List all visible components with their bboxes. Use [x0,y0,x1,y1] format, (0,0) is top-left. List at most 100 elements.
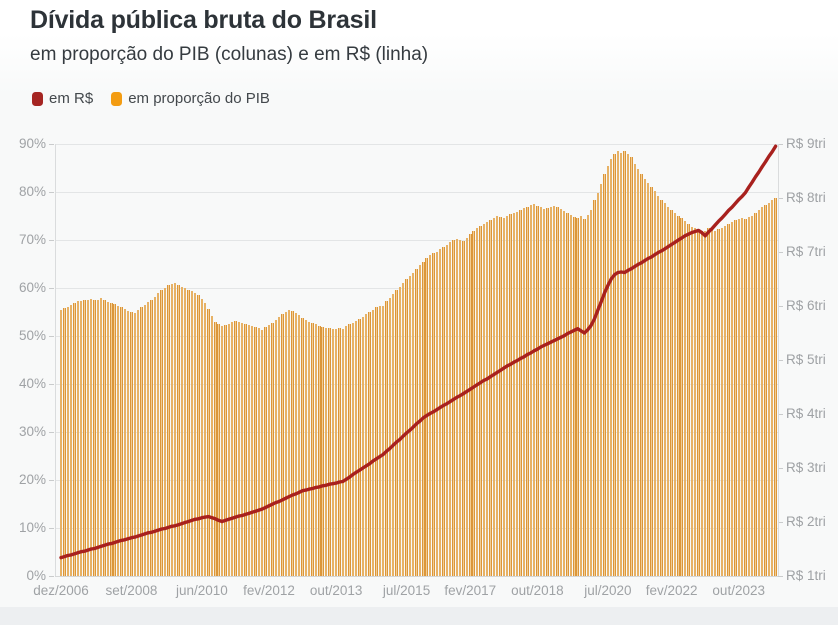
bar [616,150,620,576]
bar [506,216,509,576]
bar [599,183,603,576]
y-tick-label-right: R$ 2tri [786,514,826,529]
axis-tick [778,522,783,523]
bar [73,302,76,576]
bar [522,208,526,576]
bar [247,325,251,576]
bar [596,192,599,576]
bar [489,219,492,576]
x-tick-label: out/2013 [309,583,363,598]
bar [274,319,277,576]
bar [261,329,264,576]
bar [341,328,344,576]
bar [110,303,113,576]
bar [304,319,308,576]
bar [737,218,740,576]
bar [230,321,234,576]
x-tick-label: jul/2020 [584,583,632,598]
bar [650,187,653,576]
bar [549,206,553,576]
bar [573,216,576,576]
y-tick-label-right: R$ 8tri [786,190,826,205]
bar [311,323,314,576]
x-tick-label: out/2023 [712,583,765,598]
bar [204,303,207,576]
bar [385,300,388,576]
bar [214,321,217,576]
bar [86,299,90,576]
bar [717,229,720,576]
bar [418,264,422,576]
chart-title: Dívida pública bruta do Brasil [30,6,377,34]
bar [301,318,304,576]
bar [388,297,391,576]
bar [234,320,237,576]
y-tick-label-left: 40% [18,376,46,391]
bar [59,309,63,576]
axis-tick [49,192,54,193]
legend-item-bar-series: em proporção do PIB [111,90,270,107]
axis-tick [49,288,54,289]
bar [348,324,351,576]
bar [536,205,539,576]
bar [83,300,86,576]
y-tick-label-right: R$ 9tri [786,136,826,151]
x-tick-label: dez/2006 [33,583,89,598]
x-tick-label: out/2018 [511,583,564,598]
bar [479,226,482,576]
bar [700,230,703,576]
bar [96,300,100,576]
gridline [55,191,778,193]
y-tick-label-right: R$ 6tri [786,298,826,313]
bar [79,301,83,576]
bar [750,215,754,576]
bar [173,283,177,576]
axis-tick [49,144,54,145]
bar [680,218,683,576]
bar [546,208,549,576]
bar [552,205,556,576]
bar [334,329,338,576]
y-axis-line [55,144,56,576]
x-tick-label: fev/2017 [444,583,497,598]
bar [512,212,516,576]
bar [703,231,707,576]
right-axis-line [778,144,779,576]
bar [123,309,126,576]
bar [697,229,700,576]
bar [93,299,96,576]
bar [643,178,646,576]
bar [559,209,563,576]
bar [298,314,301,576]
bar [381,305,385,576]
bar [771,200,774,576]
bar [408,276,412,576]
bar [351,322,355,576]
bar [425,258,428,576]
bar [499,216,502,576]
bar [593,199,596,576]
axis-tick [49,240,54,241]
bar [613,153,616,576]
bar [355,320,358,576]
bar [368,312,371,576]
bar [656,195,660,576]
bar [455,238,459,576]
bar [328,328,331,576]
bar [405,279,408,576]
y-tick-label-left: 30% [18,424,46,439]
bar [452,240,455,576]
bar [663,202,667,576]
bar [754,212,757,576]
bar [240,323,244,576]
bar [693,228,697,576]
bar [163,287,167,576]
y-tick-label-right: R$ 5tri [786,352,826,367]
bar [217,324,220,576]
bar [251,326,254,576]
y-tick-label-left: 10% [18,520,46,535]
bar [237,321,240,576]
bar [660,199,663,576]
x-tick-label: set/2008 [105,583,158,598]
